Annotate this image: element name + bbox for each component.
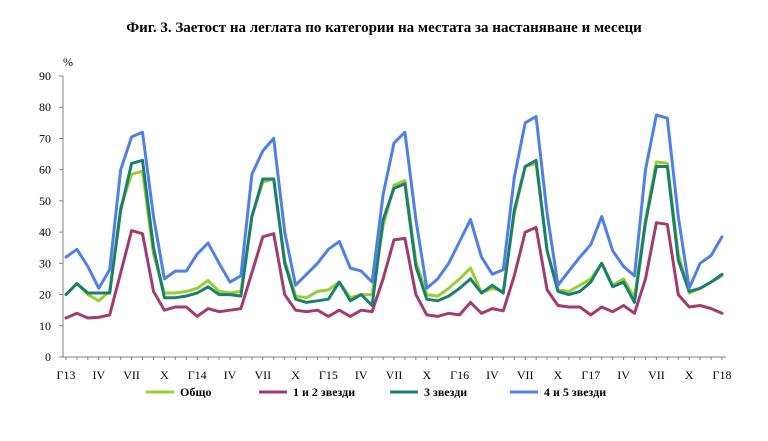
y-tick-label: 70 bbox=[39, 131, 51, 145]
series-line-4 bbox=[64, 113, 724, 290]
x-tick-label: VII bbox=[386, 368, 403, 382]
legend-label: 4 и 5 звезди bbox=[544, 385, 606, 399]
y-ticks: 0 10 20 30 40 50 60 70 80 90 bbox=[39, 69, 63, 364]
series-line-2 bbox=[64, 221, 724, 320]
x-tick-label: X bbox=[685, 368, 694, 382]
x-tick-label: IV bbox=[92, 368, 105, 382]
y-tick-label: 30 bbox=[39, 256, 51, 270]
x-tick-label: Г18 bbox=[713, 368, 732, 382]
y-tick-label: 10 bbox=[39, 319, 51, 333]
y-tick-label: 20 bbox=[39, 288, 51, 302]
x-tick-label: Г14 bbox=[188, 368, 207, 382]
x-tick-label: IV bbox=[617, 368, 630, 382]
chart-title: Фиг. 3. Заетост на леглата по категории … bbox=[126, 20, 642, 36]
x-tick-label: X bbox=[554, 368, 563, 382]
x-tick-label: X bbox=[422, 368, 431, 382]
x-tick-label: VII bbox=[517, 368, 534, 382]
legend-label: 3 звезди bbox=[424, 385, 467, 399]
legend-label: Общо bbox=[180, 385, 211, 399]
series-line-3 bbox=[64, 158, 724, 307]
x-tick-label: VII bbox=[648, 368, 665, 382]
series-lines bbox=[64, 113, 724, 320]
x-tick-label: Г17 bbox=[581, 368, 600, 382]
y-tick-label: 0 bbox=[45, 350, 51, 364]
y-axis-unit-label: % bbox=[63, 55, 73, 69]
legend-label: 1 и 2 звезди bbox=[293, 385, 355, 399]
x-tick-label: X bbox=[160, 368, 169, 382]
y-tick-label: 80 bbox=[39, 100, 51, 114]
y-tick-label: 40 bbox=[39, 225, 51, 239]
x-tick-label: IV bbox=[355, 368, 368, 382]
y-tick-label: 50 bbox=[39, 194, 51, 208]
x-tick-label: Г16 bbox=[450, 368, 469, 382]
x-tick-label: Г13 bbox=[57, 368, 76, 382]
x-tick-label: IV bbox=[486, 368, 499, 382]
x-tick-label: VII bbox=[254, 368, 271, 382]
y-tick-label: 90 bbox=[39, 69, 51, 83]
x-ticks: Г13 IV VII X Г14 IV VII X Г15 IV VII X Г16 IV VII X Г17 I… bbox=[57, 357, 732, 382]
x-tick-label: Г15 bbox=[319, 368, 338, 382]
x-tick-label: IV bbox=[224, 368, 237, 382]
x-tick-label: X bbox=[291, 368, 300, 382]
y-tick-label: 60 bbox=[39, 163, 51, 177]
legend: Общо 1 и 2 звезди 3 звезди 4 и 5 звезди bbox=[146, 385, 606, 399]
x-tick-label: VII bbox=[123, 368, 140, 382]
